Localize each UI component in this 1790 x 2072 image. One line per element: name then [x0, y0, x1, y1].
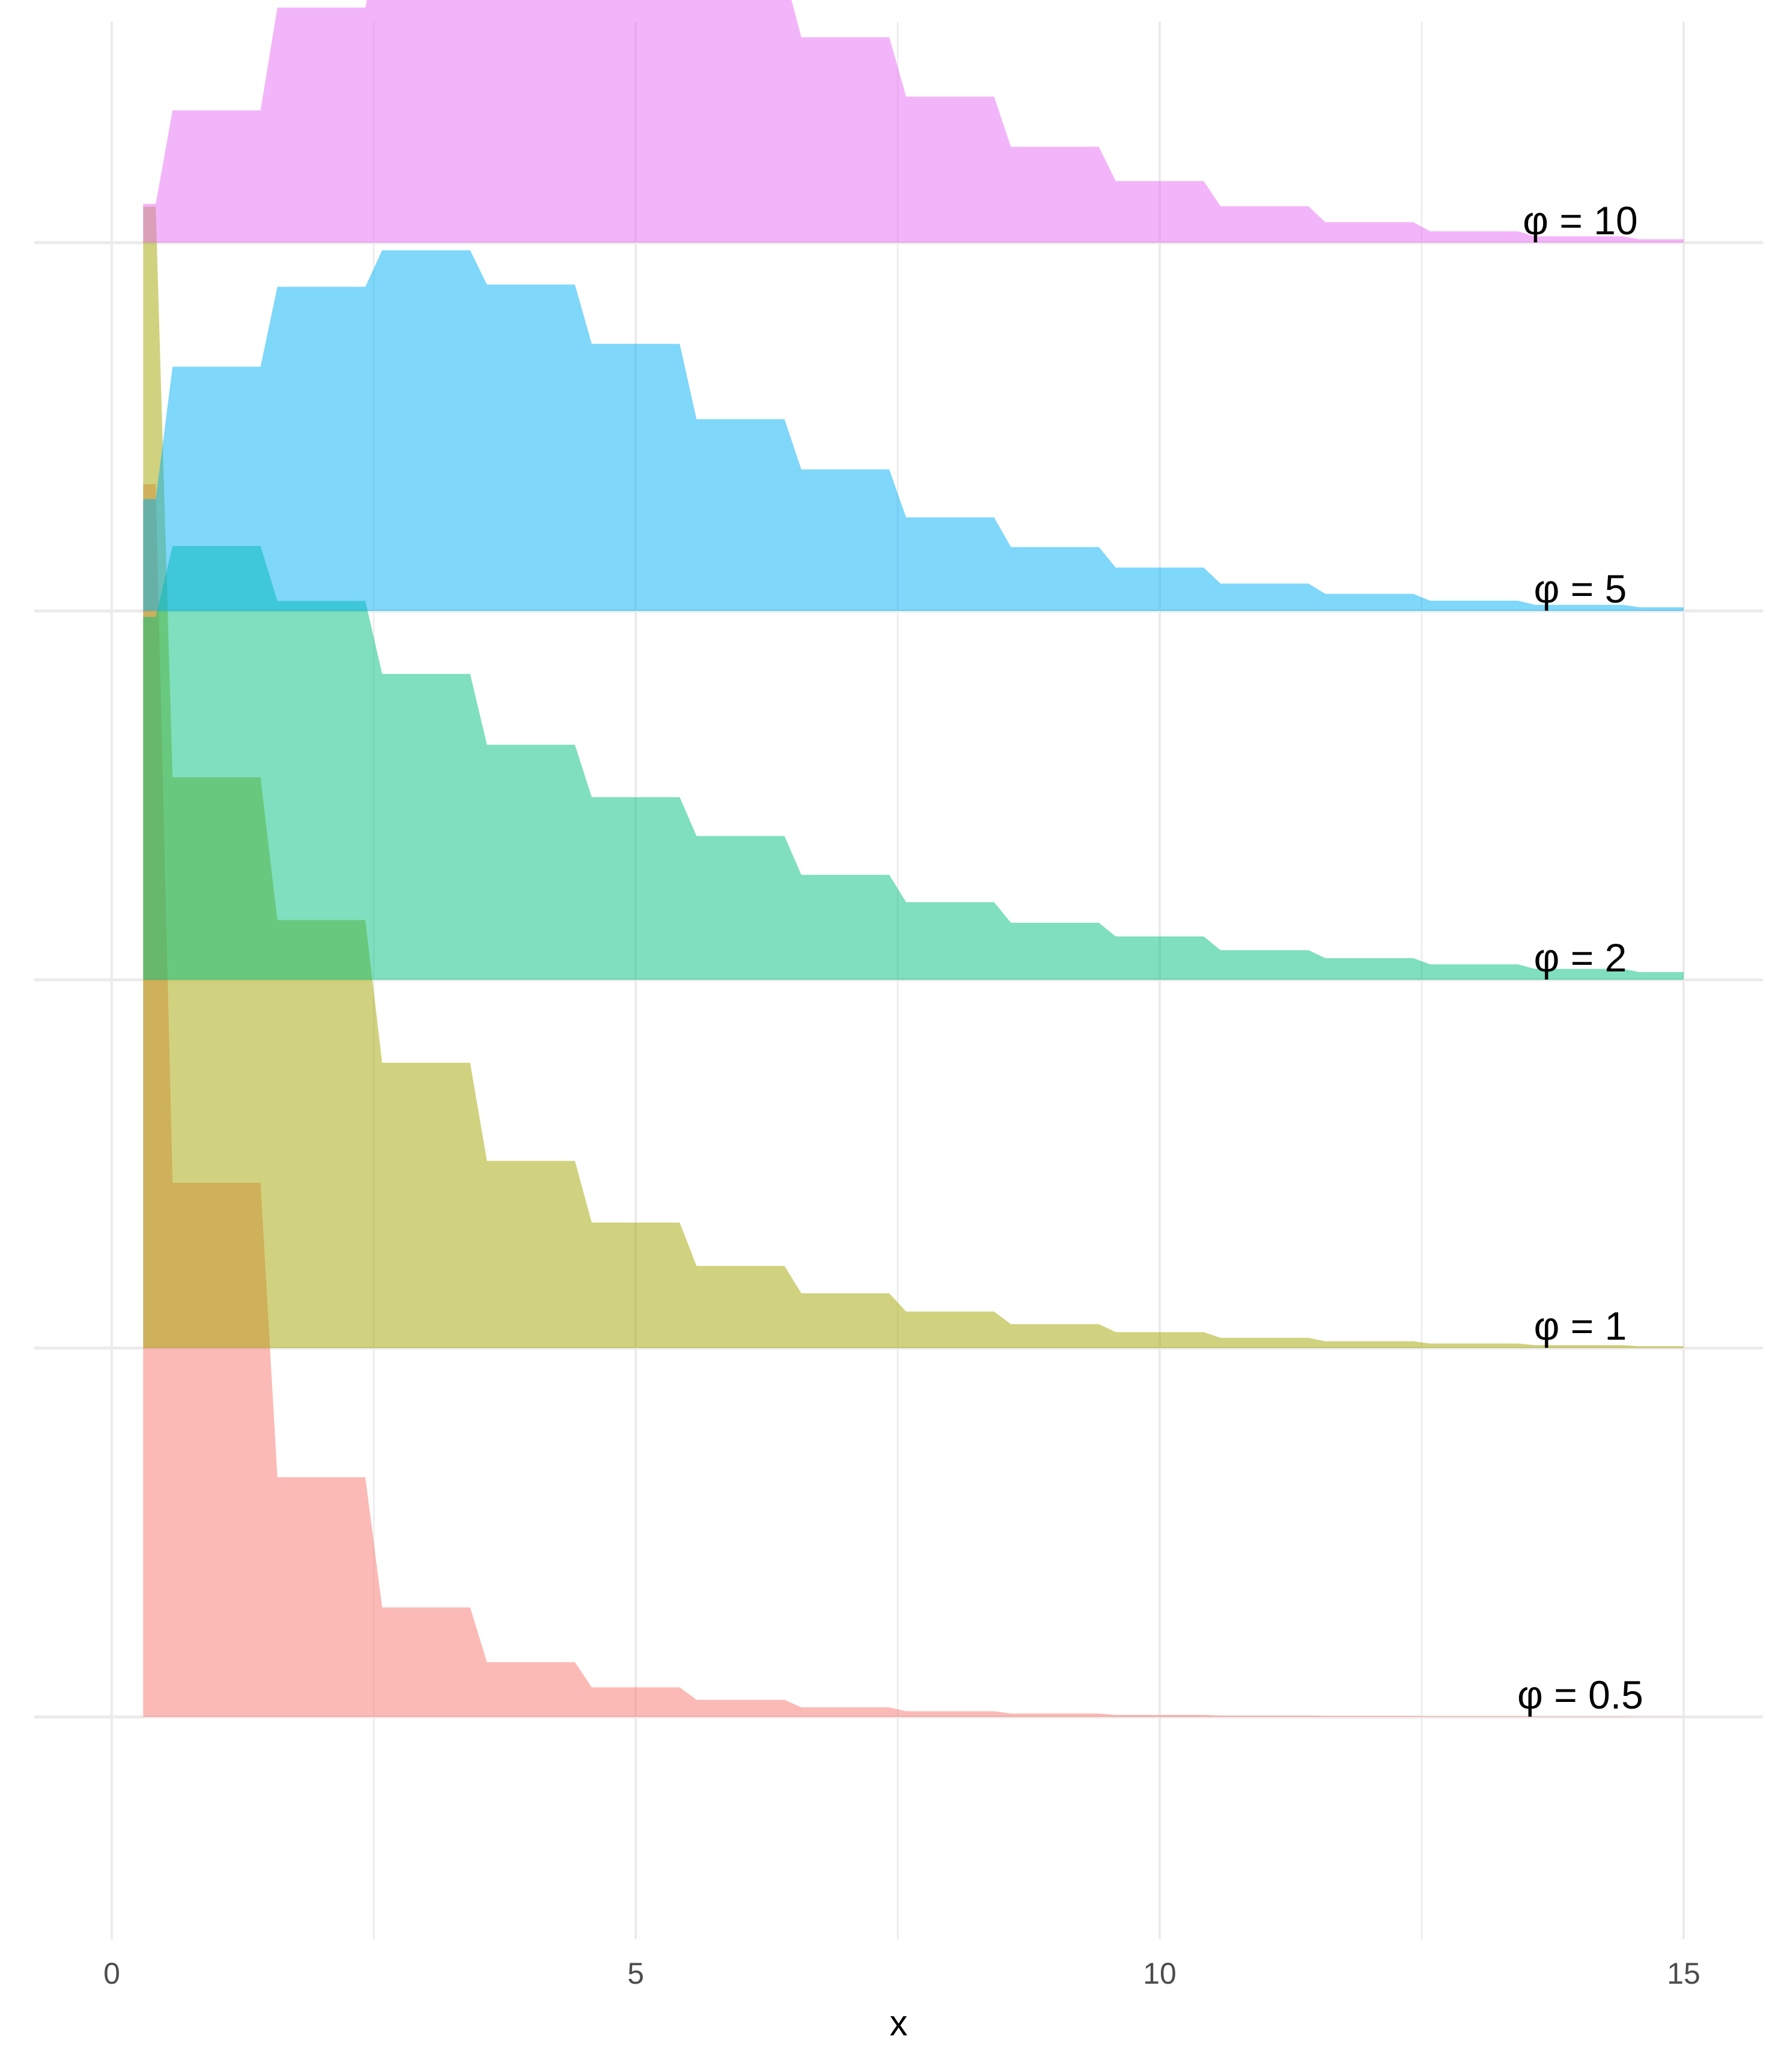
ridge-labels: φ = 0.5 φ = 1 φ = 2 φ = 5 φ = 10: [1517, 198, 1643, 1717]
ridge-areas: [143, 0, 1684, 1717]
x-axis: 0 5 10 15: [103, 1957, 1700, 1990]
x-axis-title: x: [890, 2003, 908, 2043]
x-tick-label: 5: [627, 1957, 644, 1990]
ridge-area-2: [143, 207, 1684, 1348]
ridge-label-4: φ = 5: [1534, 567, 1627, 611]
x-tick-label: 15: [1667, 1957, 1700, 1990]
ridge-area-4: [143, 250, 1684, 612]
ridge-area-1: [143, 484, 1684, 1717]
ridge-label-1: φ = 0.5: [1517, 1672, 1643, 1717]
x-tick-label: 0: [103, 1957, 120, 1990]
ridge-label-2: φ = 1: [1534, 1304, 1627, 1348]
ridge-area-3: [143, 546, 1684, 980]
x-tick-label: 10: [1143, 1957, 1177, 1990]
ridge-area-5: [143, 0, 1684, 243]
ridge-label-5: φ = 10: [1523, 198, 1637, 243]
ridge-label-3: φ = 2: [1534, 935, 1627, 980]
